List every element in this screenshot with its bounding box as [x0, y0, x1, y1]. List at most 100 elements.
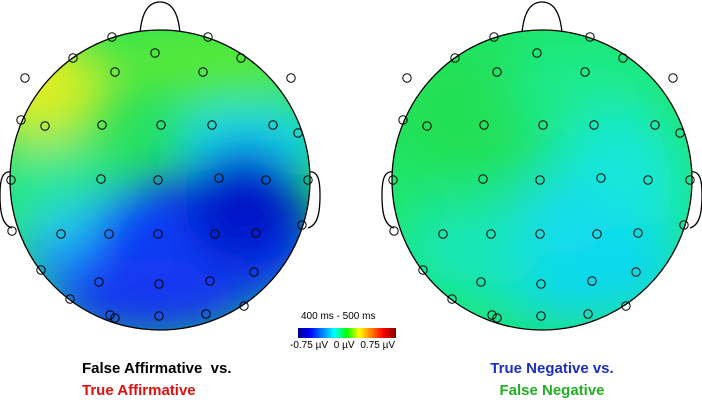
electrode-icon — [198, 67, 208, 77]
electrode-icon — [650, 120, 660, 130]
electrode-array-right — [388, 32, 695, 323]
scalp-map-right — [392, 30, 692, 330]
electrode-icon — [447, 294, 457, 304]
electrode-icon — [214, 173, 224, 183]
electrode-icon — [583, 309, 593, 319]
colorbar-max-label: 0.75 µV — [360, 340, 396, 351]
electrode-icon — [487, 310, 497, 320]
electrode-icon — [668, 73, 678, 83]
electrode-icon — [201, 309, 211, 319]
electrode-icon — [633, 228, 643, 238]
electrode-icon — [535, 229, 545, 239]
caption-right-line2: False Negative — [499, 382, 605, 399]
electrode-icon — [479, 120, 489, 130]
electrode-icon — [438, 229, 448, 239]
scalp-map-left — [10, 30, 310, 330]
electrode-icon — [535, 175, 545, 185]
electrode-icon — [303, 175, 313, 185]
left-ear-icon — [0, 171, 13, 229]
electrode-icon — [532, 48, 542, 58]
electrode-icon — [679, 220, 689, 230]
electrode-icon — [20, 73, 30, 83]
electrode-icon — [297, 220, 307, 230]
electrode-icon — [268, 120, 278, 130]
electrode-icon — [422, 121, 432, 131]
electrode-icon — [418, 265, 428, 275]
electrode-icon — [7, 226, 17, 236]
electrode-icon — [16, 115, 26, 125]
electrode-icon — [388, 175, 398, 185]
electrode-icon — [293, 128, 303, 138]
electrode-icon — [398, 115, 408, 125]
electrode-icon — [104, 229, 114, 239]
electrode-icon — [65, 294, 75, 304]
nose-icon — [139, 1, 181, 34]
electrode-icon — [207, 120, 217, 130]
electrode-icon — [589, 120, 599, 130]
caption-right-line1: True Negative vs. — [490, 360, 614, 377]
electrode-icon — [450, 53, 460, 63]
electrode-icon — [6, 175, 16, 185]
time-window-label: 400 ms - 500 ms — [301, 311, 376, 322]
colorbar-min-label: -0.75 µV — [290, 340, 329, 351]
electrode-icon — [261, 175, 271, 185]
electrode-icon — [154, 311, 164, 321]
electrode-icon — [492, 313, 502, 323]
electrode-icon — [56, 229, 66, 239]
electrode-icon — [536, 311, 546, 321]
electrode-icon — [156, 120, 166, 130]
topomap-right — [381, 1, 702, 331]
electrode-icon — [389, 226, 399, 236]
electrode-icon — [631, 267, 641, 277]
electrode-icon — [105, 310, 115, 320]
electrode-icon — [210, 229, 220, 239]
left-ear-icon — [381, 171, 395, 229]
electrode-icon — [153, 229, 163, 239]
electrode-icon — [249, 267, 259, 277]
caption-right: True Negative vs. False Negative — [452, 358, 652, 402]
caption-left: False Affirmative vs. True Affirmative — [82, 358, 282, 402]
electrode-icon — [97, 120, 107, 130]
electrode-icon — [251, 228, 261, 238]
electrode-icon — [153, 175, 163, 185]
electrode-icon — [96, 174, 106, 184]
electrode-array-left — [6, 32, 313, 323]
right-ear-icon — [307, 171, 321, 229]
electrode-icon — [621, 301, 631, 311]
electrode-icon — [536, 279, 546, 289]
electrode-icon — [478, 174, 488, 184]
electrode-icon — [110, 313, 120, 323]
colorbar-mid-label: 0 µV — [333, 340, 355, 351]
electrode-icon — [94, 277, 104, 287]
electrode-icon — [618, 53, 628, 63]
electrode-icon — [675, 128, 685, 138]
electrode-icon — [203, 32, 213, 42]
electrode-icon — [580, 67, 590, 77]
electrode-icon — [402, 73, 412, 83]
electrode-icon — [40, 121, 50, 131]
electrode-icon — [110, 67, 120, 77]
electrode-icon — [489, 32, 499, 42]
caption-left-line1: False Affirmative vs. — [82, 360, 232, 377]
nose-icon — [521, 1, 563, 34]
electrode-icon — [492, 67, 502, 77]
caption-left-line2: True Affirmative — [82, 382, 196, 399]
electrode-icon — [150, 48, 160, 58]
electrode-icon — [154, 279, 164, 289]
electrode-icon — [236, 53, 246, 63]
electrode-icon — [107, 32, 117, 42]
electrode-icon — [205, 276, 215, 286]
electrode-icon — [596, 173, 606, 183]
electrode-icon — [585, 32, 595, 42]
right-ear-icon — [689, 171, 702, 229]
electrode-icon — [239, 301, 249, 311]
electrode-icon — [476, 277, 486, 287]
electrode-icon — [685, 175, 695, 185]
electrode-icon — [486, 229, 496, 239]
colorbar-labels: -0.75 µV 0 µV 0.75 µV — [290, 340, 398, 351]
electrode-icon — [592, 229, 602, 239]
electrode-icon — [68, 53, 78, 63]
electrode-icon — [643, 175, 653, 185]
electrode-icon — [286, 73, 296, 83]
